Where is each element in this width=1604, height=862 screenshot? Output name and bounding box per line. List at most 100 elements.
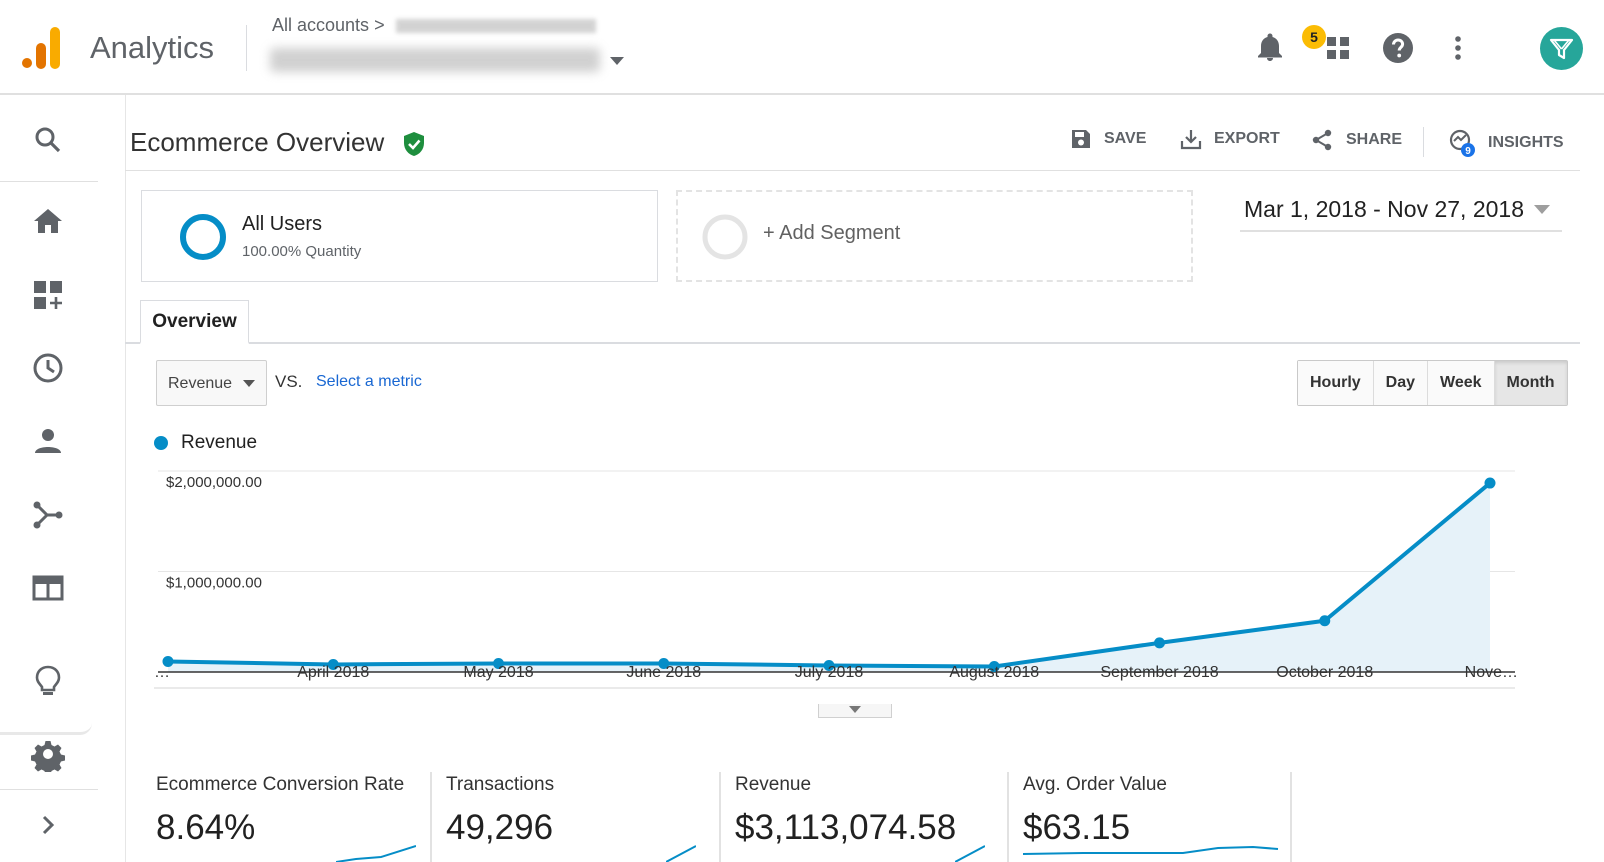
- sidebar-divider: [0, 789, 98, 790]
- scorecard-label: Transactions: [446, 774, 555, 795]
- scorecard-revenue[interactable]: Revenue $3,113,074.58: [735, 774, 1005, 862]
- title-rule: [125, 170, 1580, 171]
- data-point: [327, 658, 339, 670]
- apps-grid-icon[interactable]: [1320, 30, 1356, 66]
- insights-label: INSIGHTS: [1488, 134, 1564, 151]
- series-area: [168, 483, 1490, 672]
- segment-name: All Users: [242, 213, 323, 235]
- x-tick-label: Nove…: [1465, 664, 1518, 681]
- realtime-clock-icon[interactable]: [30, 350, 66, 386]
- behavior-icon[interactable]: [30, 570, 66, 606]
- insights-icon: 9: [1449, 129, 1475, 157]
- chart-legend[interactable]: Revenue: [154, 432, 257, 454]
- sparkline: [336, 845, 416, 862]
- scorecard-label: Avg. Order Value: [1023, 774, 1167, 795]
- audience-person-icon[interactable]: [30, 423, 66, 459]
- sidebar-divider: [0, 181, 98, 182]
- metric-dropdown-value: Revenue: [168, 375, 233, 392]
- analytics-logo-icon[interactable]: [22, 25, 62, 69]
- revenue-chart[interactable]: $1,000,000.00 $2,000,000.00 … April 2018 May…: [150, 460, 1560, 730]
- chart-collapse-toggle[interactable]: [818, 704, 892, 718]
- week-button[interactable]: Week: [1428, 361, 1495, 405]
- sparkline: [666, 845, 696, 862]
- x-tick-label: …: [154, 664, 170, 681]
- x-tick-label: October 2018: [1276, 664, 1373, 681]
- empty-segment-icon: [702, 214, 748, 260]
- x-tick-label: July 2018: [795, 664, 864, 681]
- scorecard-transactions[interactable]: Transactions 49,296: [446, 774, 716, 862]
- hourly-button[interactable]: Hourly: [1298, 361, 1374, 405]
- chevron-down-icon: [243, 380, 255, 387]
- data-point: [162, 655, 174, 667]
- vs-label: VS.: [275, 372, 303, 391]
- notification-badge: 5: [1302, 25, 1326, 49]
- download-icon: [1180, 130, 1202, 150]
- customization-icon[interactable]: [30, 277, 66, 313]
- month-button[interactable]: Month: [1494, 361, 1567, 405]
- metric-dropdown[interactable]: Revenue: [156, 360, 267, 406]
- avatar[interactable]: [1540, 27, 1583, 70]
- sidebar-section-divider: [0, 723, 92, 735]
- verified-shield-icon: [404, 132, 424, 156]
- date-range-underline: [1240, 230, 1562, 232]
- granularity-toggle: Hourly Day Week Month: [1297, 360, 1568, 406]
- export-button[interactable]: EXPORT: [1180, 128, 1280, 150]
- export-label: EXPORT: [1214, 130, 1280, 147]
- segment-all-users[interactable]: All Users 100.00% Quantity: [141, 190, 658, 282]
- home-icon[interactable]: [30, 203, 66, 239]
- breadcrumb[interactable]: All accounts >: [272, 15, 596, 36]
- search-icon[interactable]: [30, 122, 66, 158]
- x-tick-label: May 2018: [463, 664, 533, 681]
- data-point: [658, 657, 670, 669]
- segment-donut-icon: [180, 214, 226, 260]
- scorecard-divider: [719, 772, 721, 862]
- chevron-down-icon[interactable]: [1534, 205, 1550, 214]
- insights-button[interactable]: 9 INSIGHTS: [1448, 128, 1564, 158]
- scorecard-value: 8.64%: [156, 808, 256, 847]
- expand-chevron-right-icon[interactable]: [30, 807, 66, 843]
- top-bar: Analytics All accounts > 5: [0, 0, 1604, 95]
- data-point: [1484, 477, 1496, 489]
- scorecard-conversion-rate[interactable]: Ecommerce Conversion Rate 8.64%: [156, 774, 426, 862]
- x-tick-label: September 2018: [1100, 664, 1218, 681]
- scorecard-avg-order-value[interactable]: Avg. Order Value $63.15: [1023, 774, 1293, 862]
- scorecard-divider: [1290, 772, 1292, 862]
- scorecard-value: $63.15: [1023, 808, 1131, 847]
- y-tick-label: $1,000,000.00: [166, 575, 262, 592]
- legend-label: Revenue: [181, 432, 258, 453]
- chevron-down-icon[interactable]: [610, 57, 624, 65]
- scorecard-label: Revenue: [735, 774, 812, 795]
- scorecard-divider: [430, 772, 432, 862]
- app-title: Analytics: [90, 30, 215, 65]
- data-point: [988, 660, 1000, 672]
- save-floppy-icon: [1072, 130, 1090, 148]
- scorecard-value: 49,296: [446, 808, 554, 847]
- day-button[interactable]: Day: [1373, 361, 1429, 405]
- date-range-picker[interactable]: Mar 1, 2018 - Nov 27, 2018: [1244, 196, 1524, 222]
- help-icon[interactable]: [1380, 30, 1416, 66]
- breadcrumb-root[interactable]: All accounts: [272, 15, 370, 35]
- save-button[interactable]: SAVE: [1070, 128, 1146, 150]
- segment-quantity: 100.00% Quantity: [242, 243, 362, 260]
- share-button[interactable]: SHARE: [1310, 128, 1402, 152]
- x-tick-label: June 2018: [626, 664, 701, 681]
- y-tick-label: $2,000,000.00: [166, 474, 262, 491]
- acquisition-icon[interactable]: [30, 497, 66, 533]
- save-label: SAVE: [1104, 130, 1147, 147]
- property-selector-redacted[interactable]: [270, 48, 600, 72]
- discover-lightbulb-icon[interactable]: [30, 663, 66, 699]
- select-metric-link[interactable]: Select a metric: [316, 373, 422, 390]
- tab-overview[interactable]: Overview: [140, 300, 249, 344]
- insights-count: 9: [1465, 146, 1471, 157]
- chevron-down-icon: [849, 706, 861, 713]
- funnel-icon: [1549, 38, 1574, 60]
- sparkline: [1023, 845, 1279, 855]
- add-segment-button[interactable]: + Add Segment: [676, 190, 1193, 282]
- bell-icon[interactable]: [1252, 30, 1288, 66]
- sparkline: [955, 845, 985, 862]
- data-point: [1154, 637, 1165, 649]
- more-vert-icon[interactable]: [1440, 30, 1476, 66]
- share-icon: [1312, 129, 1332, 151]
- admin-gear-icon[interactable]: [30, 736, 66, 772]
- scorecard-divider: [1007, 772, 1009, 862]
